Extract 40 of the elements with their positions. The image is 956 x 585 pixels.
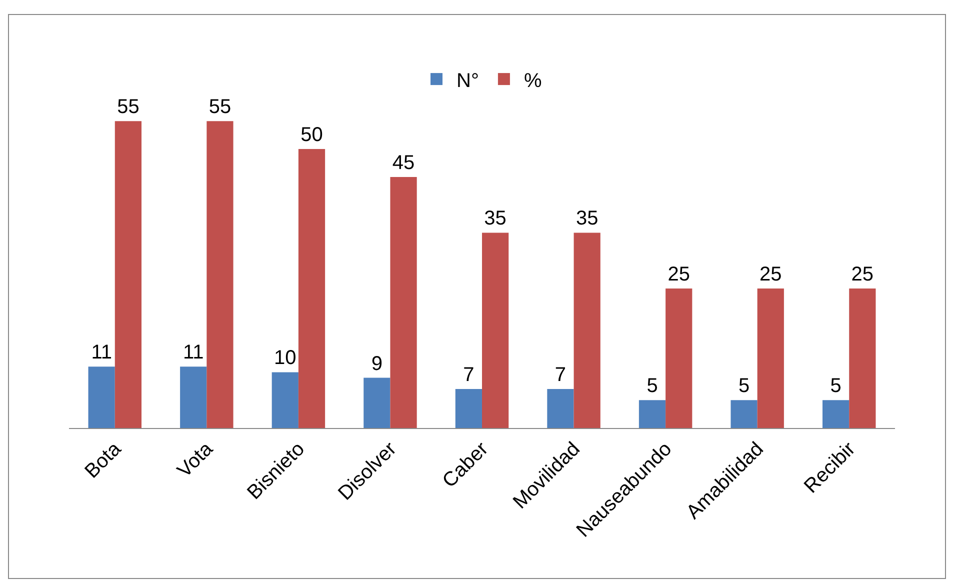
data-label: 5 [830,375,842,398]
data-label: 5 [646,375,658,398]
data-label: 25 [851,264,874,286]
bar [88,366,115,428]
bar [638,400,666,428]
bar [730,400,758,428]
bar [574,232,600,428]
data-label: 11 [91,342,112,364]
data-label: 35 [484,208,506,230]
bar [272,372,298,428]
bar [114,121,142,428]
data-label: 7 [463,364,474,386]
data-label: 25 [760,264,782,286]
data-label: 7 [554,364,566,386]
x-tick-label: Bota [80,437,126,483]
bar [390,176,417,428]
bar [206,121,234,428]
bar [757,288,784,428]
bar [482,232,509,428]
data-label: 9 [371,352,382,375]
data-label: 25 [668,264,690,286]
bar [849,288,876,428]
bar [298,149,326,428]
data-label: 55 [208,96,232,118]
legend-label: N° [456,70,479,92]
bar [822,400,850,428]
data-label: 50 [300,124,323,146]
data-label: 5 [738,375,750,398]
bar [547,388,574,428]
bar [666,288,692,428]
bar [364,378,390,428]
x-tick-label: Vota [173,437,218,482]
data-label: 45 [392,152,415,174]
data-label: 10 [274,347,296,370]
data-label: 11 [182,342,204,364]
data-label: 35 [576,208,598,230]
bar [455,388,482,428]
bar [180,366,207,428]
legend-label: % [524,70,542,92]
data-label: 55 [117,96,140,118]
